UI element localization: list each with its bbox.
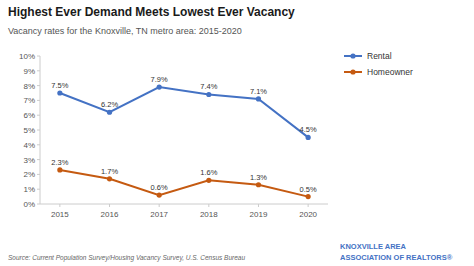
point (306, 135, 311, 140)
data-label: 0.6% (151, 183, 168, 192)
y-tick (37, 115, 40, 116)
title: Highest Ever Demand Meets Lowest Ever Va… (8, 5, 295, 19)
y-tick-label: 0% (23, 200, 35, 209)
y-tick-label: 8% (23, 82, 35, 91)
data-label: 6.2% (101, 100, 118, 109)
x-tick-label: 2017 (150, 210, 168, 219)
source-note: Source: Current Population Survey/Housin… (8, 254, 245, 262)
data-labels: 7.5% 6.2% 7.9% 7.4% 7.1% 4.5% 2.3% 1.7% 0.6% 1.6%… (51, 75, 317, 194)
data-label: 0.5% (300, 185, 317, 194)
y-tick (37, 56, 40, 57)
legend: Rental Homeowner (344, 51, 413, 77)
y-tick-label: 3% (23, 156, 35, 165)
data-label: 1.7% (101, 167, 118, 176)
x-tick (159, 204, 160, 207)
x-tick (308, 204, 309, 207)
data-label: 7.4% (200, 82, 217, 91)
y-tick-label: 2% (23, 170, 35, 179)
legend-marker (350, 53, 355, 58)
plot-area (57, 84, 310, 199)
y-tick (37, 85, 40, 86)
x-tick (109, 204, 110, 207)
point (256, 96, 261, 101)
x-tick-label: 2019 (250, 210, 268, 219)
y-tick (37, 174, 40, 175)
data-label: 7.1% (250, 87, 267, 96)
x-axis-line (40, 204, 328, 205)
x-tick-label: 2016 (101, 210, 119, 219)
y-tick (37, 70, 40, 71)
series-line (60, 170, 308, 197)
point (57, 167, 62, 172)
x-tick (59, 204, 60, 207)
y-tick-label: 6% (23, 111, 35, 120)
x-tick-label: 2015 (51, 210, 69, 219)
legend-marker (350, 69, 355, 74)
point (256, 182, 261, 187)
y-tick (37, 130, 40, 131)
point (57, 90, 62, 95)
data-label: 4.5% (300, 125, 317, 134)
point (107, 176, 112, 181)
y-tick-label: 5% (23, 126, 35, 135)
point (157, 84, 162, 89)
x-tick-label: 2020 (299, 210, 317, 219)
legend-label: Rental (367, 51, 392, 61)
series-line (60, 87, 308, 137)
legend-label: Homeowner (367, 67, 413, 77)
y-tick-label: 7% (23, 96, 35, 105)
x-tick-label: 2018 (200, 210, 218, 219)
y-tick (37, 100, 40, 101)
x-tick (258, 204, 259, 207)
footer-line: KNOXVILLE AREA (340, 242, 407, 251)
point (206, 178, 211, 183)
point (107, 110, 112, 115)
y-tick-label: 4% (23, 141, 35, 150)
y-tick-label: 1% (23, 185, 35, 194)
point (206, 92, 211, 97)
data-label: 1.3% (250, 173, 267, 182)
y-tick (37, 189, 40, 190)
point (157, 193, 162, 198)
data-label: 2.3% (51, 158, 68, 167)
point (306, 194, 311, 199)
data-label: 7.9% (151, 75, 168, 84)
y-tick (37, 204, 40, 205)
y-tick-label: 9% (23, 67, 35, 76)
subtitle: Vacancy rates for the Knoxville, TN metr… (8, 26, 242, 36)
x-tick (208, 204, 209, 207)
y-tick-label: 10% (19, 52, 35, 61)
chart: Highest Ever Demand Meets Lowest Ever Va… (0, 0, 474, 266)
data-label: 1.6% (200, 168, 217, 177)
footer-line: ASSOCIATION OF REALTORS® (340, 253, 453, 262)
footer-note: KNOXVILLE AREA ASSOCIATION OF REALTORS® (340, 242, 453, 262)
y-tick (37, 144, 40, 145)
y-tick (37, 159, 40, 160)
data-label: 7.5% (51, 81, 68, 90)
